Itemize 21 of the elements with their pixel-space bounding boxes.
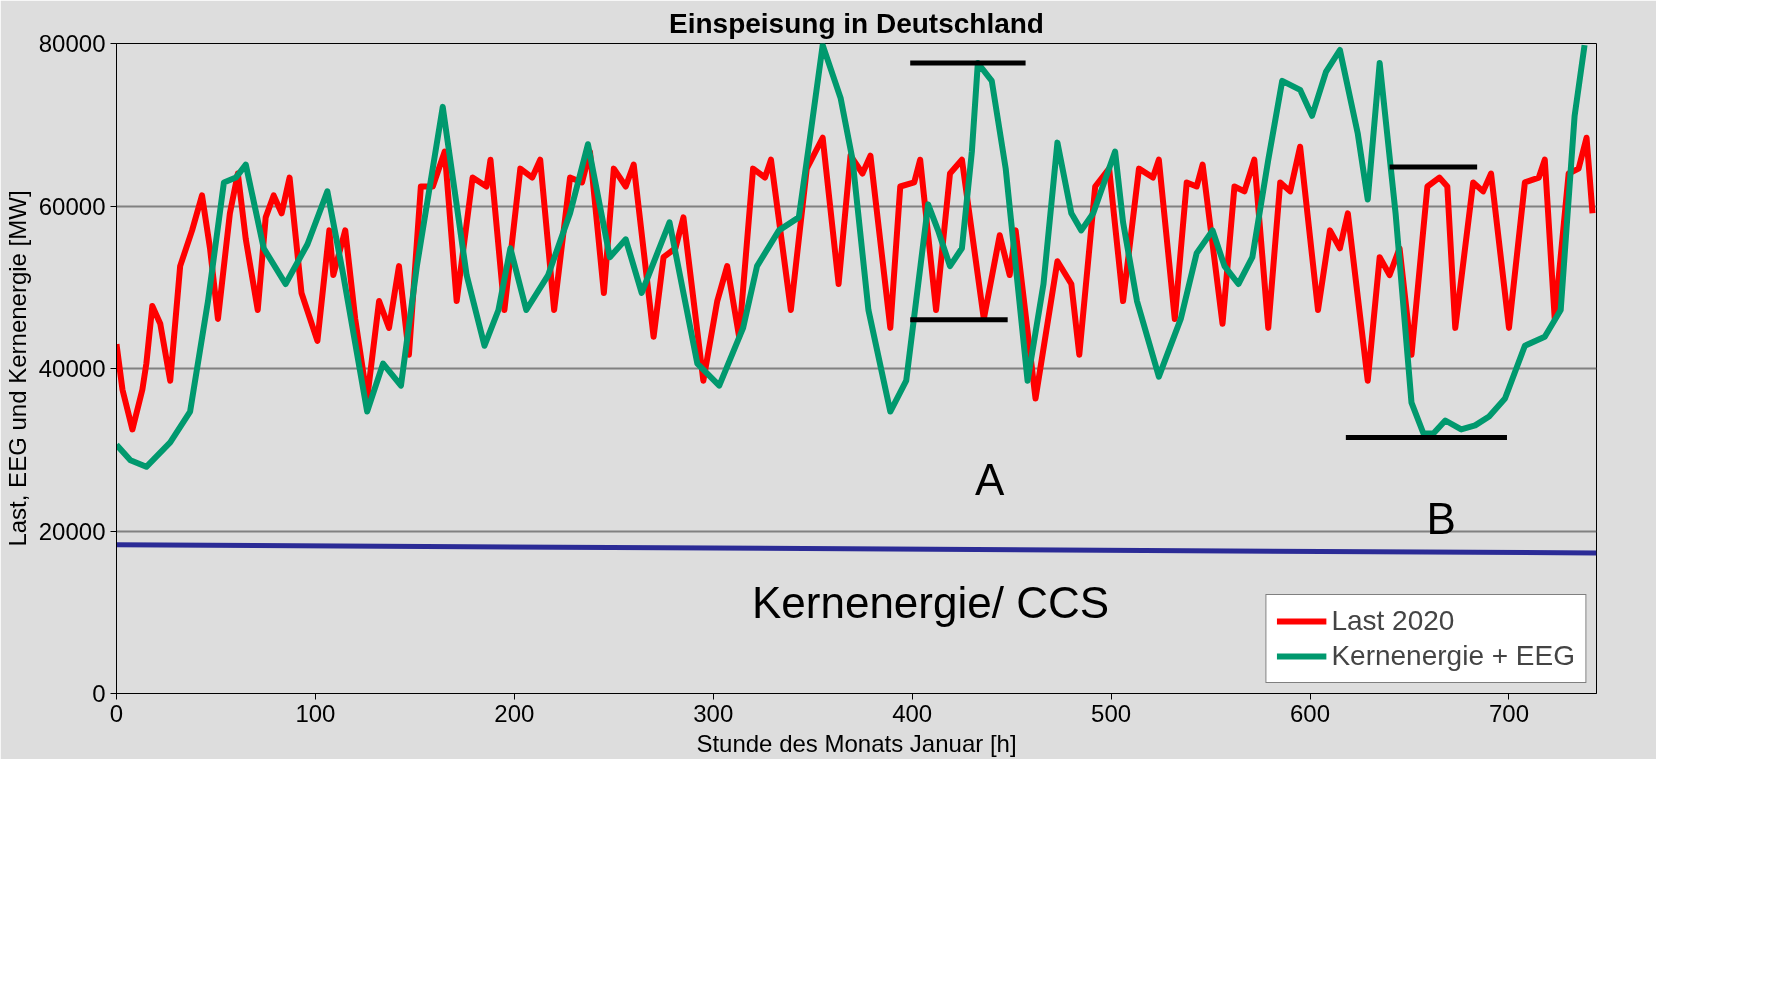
legend-label: Last 2020 (1331, 605, 1455, 637)
y-tick-label: 20000 (38, 517, 106, 545)
x-tick-label: 400 (892, 699, 933, 727)
chart-title: Einspeisung in Deutschland (669, 7, 1044, 39)
x-tick-label: 0 (109, 699, 124, 727)
y-tick-label: 0 (92, 680, 106, 707)
x-tick-label: 300 (693, 699, 734, 727)
x-tick-label: 200 (494, 699, 535, 727)
y-tick-label: 80000 (38, 30, 106, 57)
x-tick-label: 600 (1290, 699, 1331, 727)
y-axis-title: Last, EEG und Kernenergie [MW] (3, 190, 31, 547)
annotation: Kernenergie/ CCS (751, 578, 1110, 627)
x-tick-label: 100 (295, 699, 336, 727)
annotation: B (1426, 493, 1456, 543)
x-tick-label: 500 (1091, 699, 1132, 727)
y-tick-label: 40000 (38, 355, 106, 382)
x-axis-title: Stunde des Monats Januar [h] (696, 729, 1017, 757)
annotation: A (975, 454, 1006, 504)
legend-label: Kernenergie + EEG (1331, 640, 1575, 672)
x-tick-label: 700 (1488, 699, 1529, 727)
y-tick-label: 60000 (38, 192, 106, 220)
